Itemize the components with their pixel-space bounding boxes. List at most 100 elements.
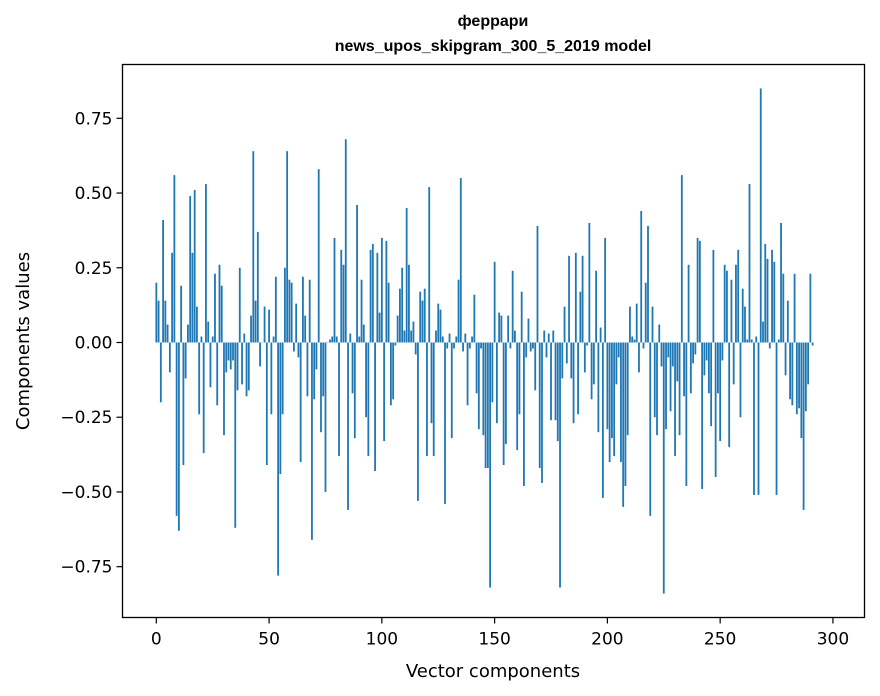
bar [302,276,304,343]
bar [279,342,282,475]
x-axis-label: Vector components [406,661,580,682]
bar [502,342,505,466]
bar [529,342,532,352]
bar [489,342,492,588]
bar [590,342,593,400]
bar [164,300,167,343]
bar [703,342,706,376]
bar [392,342,395,400]
bar [256,231,259,343]
bar [520,291,523,343]
bar [505,342,507,445]
bar [705,342,708,361]
y-tick-label: 0.75 [75,109,113,129]
bar [389,342,392,406]
bar [804,342,807,412]
bar [369,249,372,343]
bar [498,312,501,343]
bar [191,252,194,343]
bar [241,342,243,385]
bar [473,294,476,343]
bar [162,219,164,343]
bar [683,342,685,397]
bar [649,342,652,516]
bar [274,276,277,343]
bar [229,342,232,370]
bar [647,225,649,343]
bar [417,342,419,501]
bar [717,342,719,394]
bar [541,342,543,483]
bar [453,342,455,349]
bar [750,339,753,343]
bar [466,342,469,406]
bar [155,282,158,343]
bar [238,267,241,343]
bar [789,342,791,400]
bar [795,342,798,415]
bar [777,339,780,343]
bar [320,342,322,433]
x-tick-label: 0 [151,630,162,650]
bar [753,342,755,495]
bar [660,342,663,367]
bar [622,342,625,507]
bar [577,342,579,415]
bar [611,342,613,439]
bar [538,342,541,469]
bar [353,342,356,439]
bar [595,270,598,343]
bar [444,342,446,504]
bar [295,303,298,343]
bar [421,300,424,343]
bar [626,342,629,436]
bar [394,342,397,346]
bar [331,336,334,343]
bar [676,342,679,382]
bar [811,342,814,346]
bar [678,342,681,436]
bar [809,273,812,343]
bar [268,309,270,343]
bar [342,264,345,343]
bar [171,252,174,343]
bar [232,342,234,361]
bar [247,342,250,391]
bar [491,342,494,403]
bar [601,342,604,498]
bar [477,342,480,430]
bar [277,342,280,576]
bar [755,336,758,343]
bar [457,279,460,343]
bar [642,342,645,349]
bar [166,324,169,343]
bar [245,342,248,397]
bar [214,273,216,343]
bar [579,291,582,343]
bar [606,342,609,430]
bar [493,261,496,343]
y-tick-label: −0.25 [60,408,112,428]
bar [365,342,367,418]
bar [509,342,512,349]
bar [588,222,591,343]
bar [306,342,309,397]
bar [439,309,442,343]
chart-subtitle: news_upos_skipgram_300_5_2019 model [335,38,652,55]
bar [347,342,349,510]
bar [762,321,764,343]
bar [730,279,733,343]
bar [281,342,284,415]
bar [459,178,462,343]
bar [446,342,449,349]
bar [786,300,789,343]
bar [371,243,374,343]
bar [669,342,672,412]
bar [374,342,376,472]
bar [552,330,555,343]
y-axis: −0.75 −0.50 −0.25 0.00 0.25 0.50 0.75 [60,109,123,578]
bar [599,327,602,343]
bar [651,306,654,343]
bar [698,240,701,343]
bar [800,342,803,439]
